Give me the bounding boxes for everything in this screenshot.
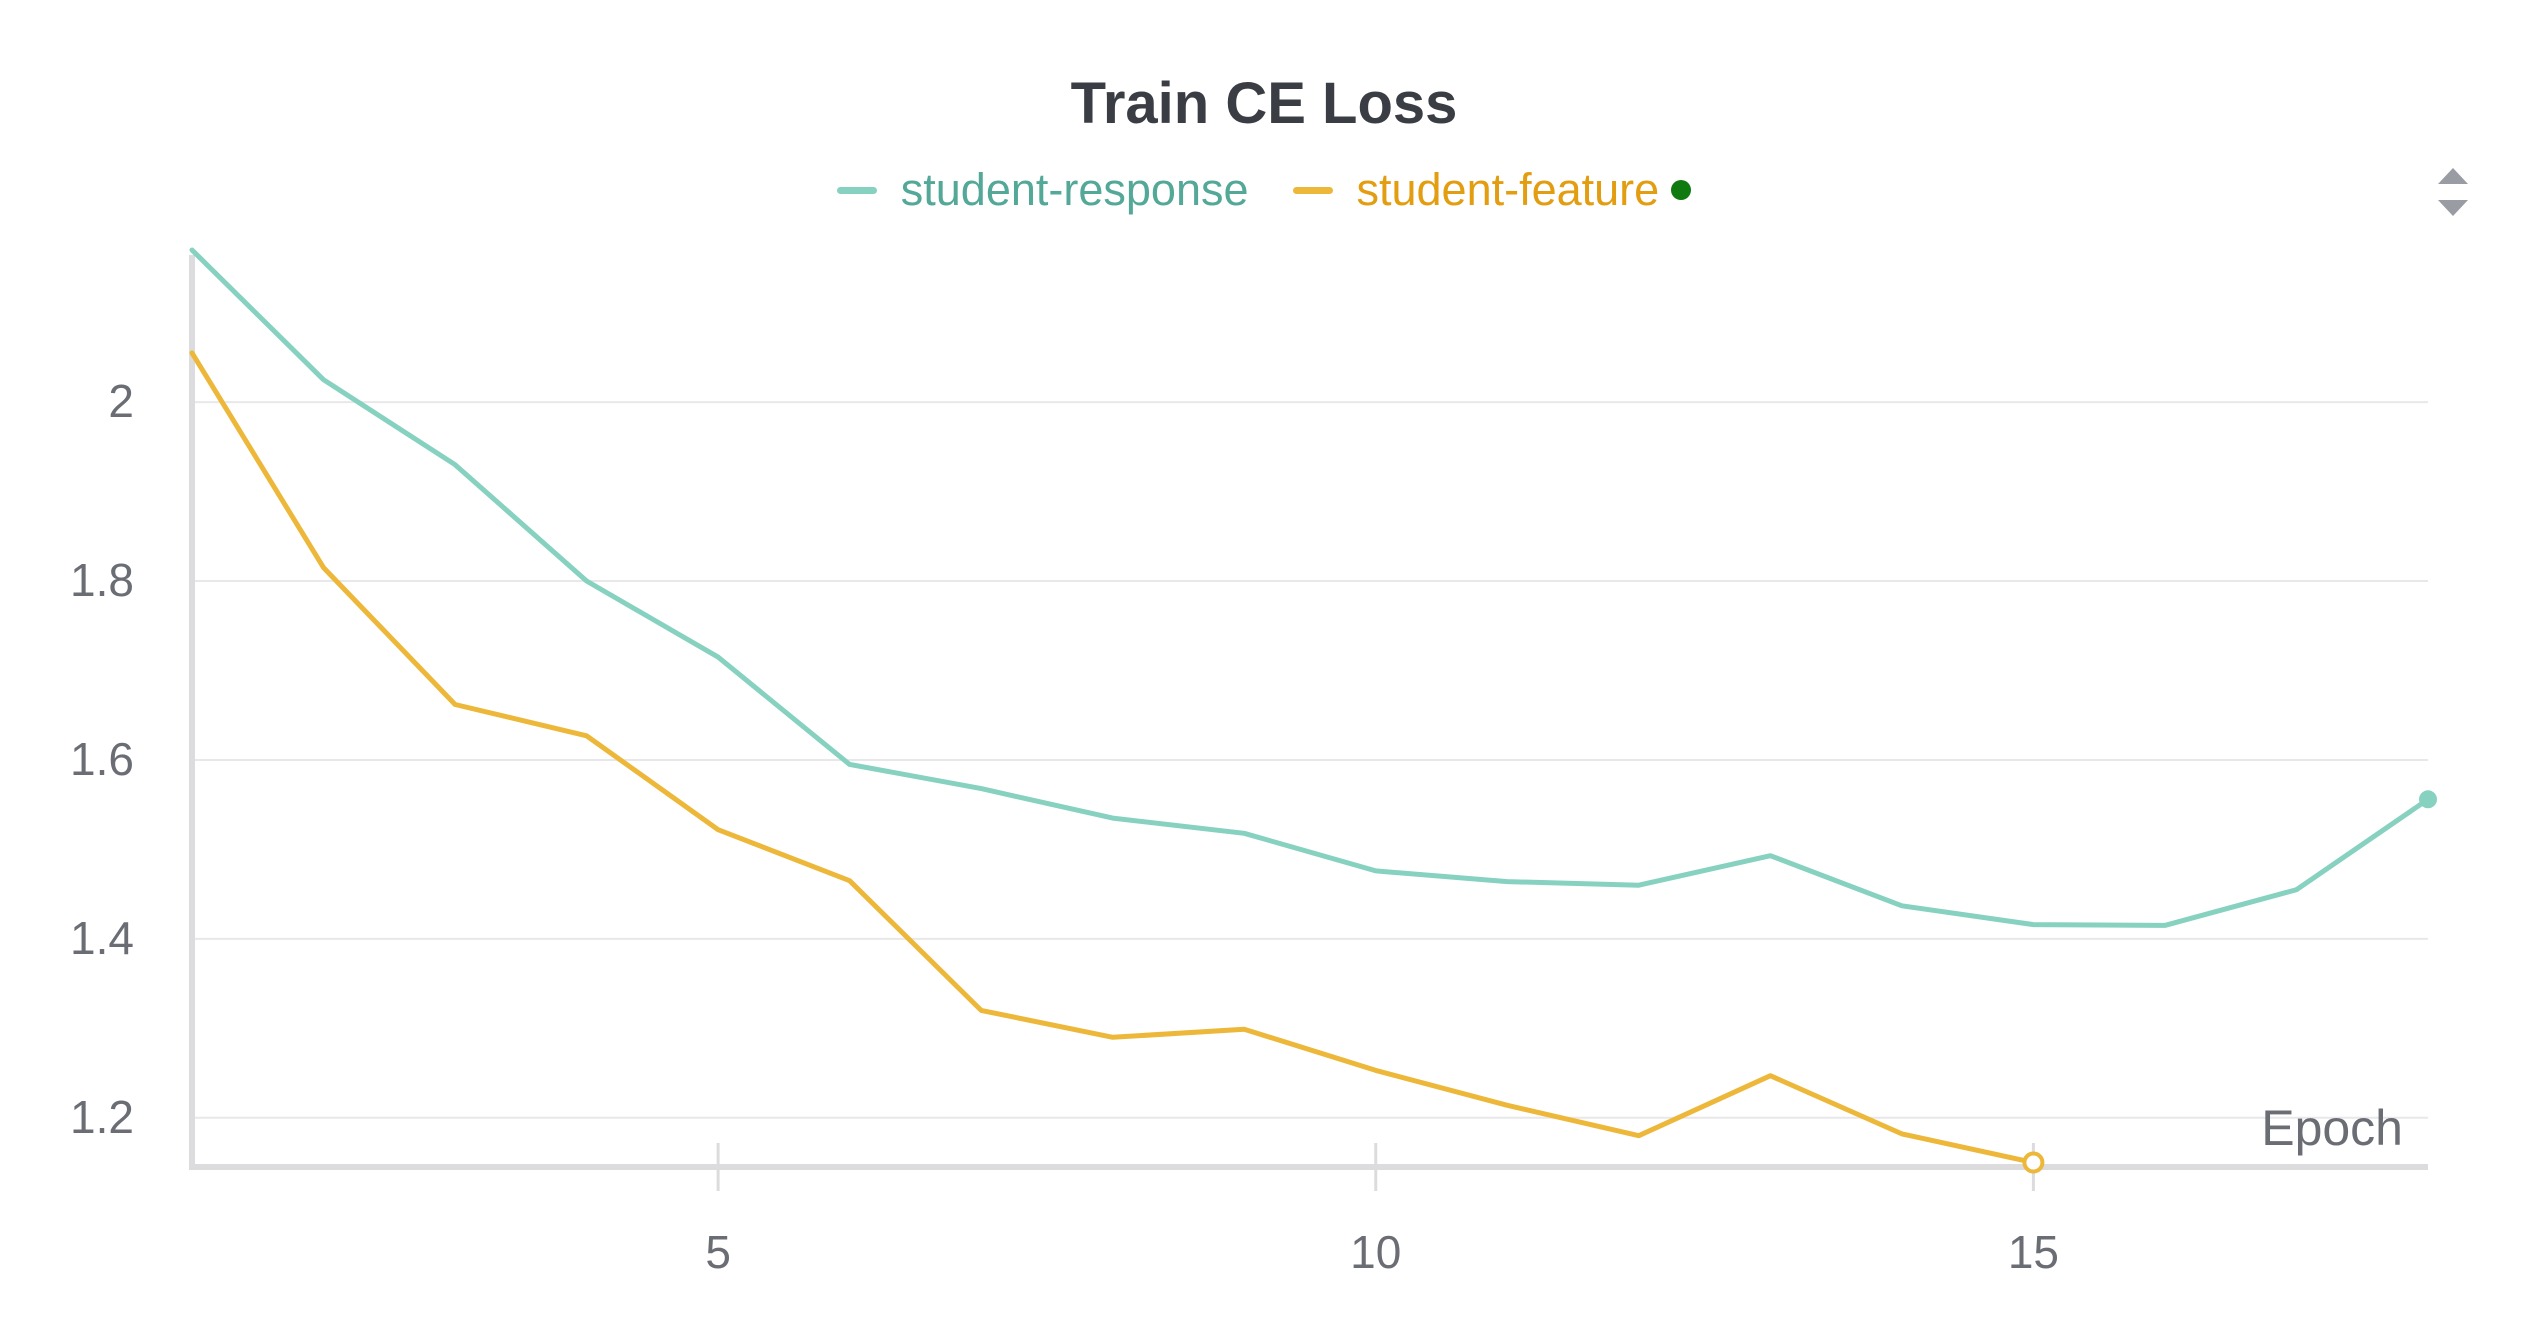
legend-swatch-student-feature bbox=[1292, 186, 1333, 194]
chart-title: Train CE Loss bbox=[1070, 71, 1458, 136]
legend-scroll-arrows-icon[interactable] bbox=[2428, 160, 2478, 224]
x-axis-title: Epoch bbox=[2261, 1100, 2403, 1156]
x-tick-label: 10 bbox=[1350, 1226, 1401, 1278]
series-line-student-feature bbox=[189, 350, 2036, 1165]
legend-item-student-response[interactable]: student-response bbox=[836, 164, 1249, 216]
y-tick-label: 1.6 bbox=[70, 733, 134, 785]
legend-label-student-feature: student-feature bbox=[1356, 164, 1660, 215]
series-end-marker-student-feature bbox=[2022, 1151, 2045, 1174]
series-end-marker-student-response bbox=[2419, 790, 2437, 809]
legend-item-student-feature[interactable]: student-feature bbox=[1292, 164, 1692, 216]
legend-scroll-up-icon[interactable] bbox=[2438, 168, 2468, 184]
y-tick-label: 1.8 bbox=[70, 554, 134, 606]
y-tick-label: 2 bbox=[108, 375, 134, 427]
legend: student-response student-feature bbox=[0, 164, 2528, 216]
run-status-dot-icon bbox=[1671, 180, 1692, 200]
x-tick-label: 5 bbox=[705, 1226, 731, 1278]
series-line-student-response bbox=[189, 247, 2431, 928]
y-tick-label: 1.4 bbox=[70, 912, 134, 964]
legend-swatch-student-response bbox=[836, 186, 877, 194]
legend-scroll-down-icon[interactable] bbox=[2438, 200, 2468, 216]
y-tick-label: 1.2 bbox=[70, 1091, 134, 1143]
legend-label-student-response: student-response bbox=[900, 164, 1249, 215]
x-tick-label: 15 bbox=[2008, 1226, 2059, 1278]
